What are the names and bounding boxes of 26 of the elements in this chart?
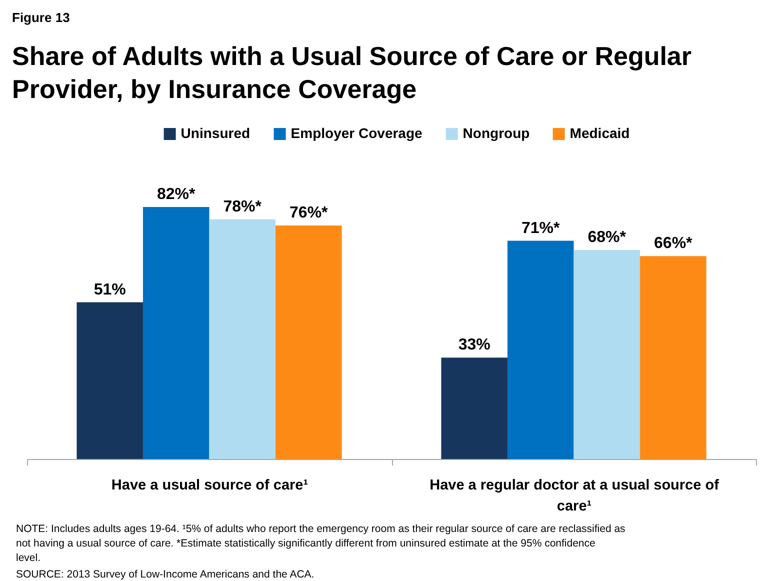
x-tick-label: Have a regular doctor at a usual source of care¹ [430, 478, 720, 514]
text: NOTE: Includes adults ages 19-64. ¹5% of adults who report the emergency room as their regular source of care are reclassified as not having a usual source of care. *Estimate statistically significantly different from uninsured estimate at the 95% confidence level. [16, 523, 626, 564]
data-label: 66%* [654, 235, 694, 252]
chart-subtitle: Figure 13 [12, 10, 70, 25]
data-label: 76%* [290, 204, 329, 222]
source-note: SOURCE: 2013 Survey of Low-Income Americans and the ACA. [16, 568, 314, 580]
legend-label: Nongroup [462, 125, 530, 141]
data-label: 68%* [588, 229, 627, 246]
data-label: 33% [458, 336, 490, 354]
bar [142, 207, 210, 459]
data-label: 78%* [223, 198, 262, 216]
x-tick-label: Have a usual source of care¹ [111, 478, 308, 494]
bar [209, 219, 276, 459]
bar [574, 250, 640, 459]
bar [507, 240, 574, 459]
legend-label: Uninsured [180, 125, 250, 141]
bar [276, 225, 342, 459]
bar [441, 358, 508, 459]
data-label: 82%* [156, 186, 196, 203]
legend-label: Employer Coverage [290, 125, 423, 141]
data-label: 71%* [521, 220, 561, 237]
legend-label: Medicaid [570, 125, 630, 141]
bar [76, 302, 143, 459]
chart-title: Share of Adults with a Usual Source of Care or Regular Provider, by Insurance Coverage [12, 41, 692, 104]
data-label: 51% [94, 281, 126, 298]
bar [640, 256, 706, 459]
